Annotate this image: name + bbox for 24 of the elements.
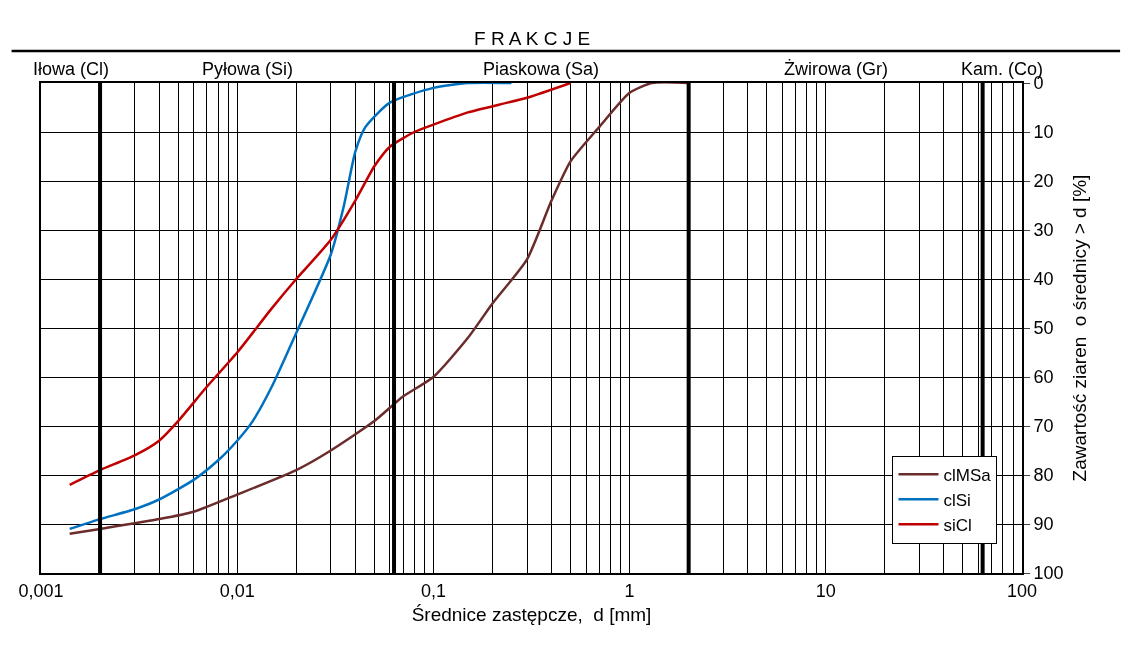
- y-tick-label: 30: [1033, 220, 1054, 241]
- y-tick-label: 40: [1033, 269, 1054, 290]
- y-tick-label: 10: [1033, 122, 1054, 143]
- text: Iłowa (Cl): [33, 59, 110, 79]
- text: Pyłowa (Si): [202, 59, 294, 79]
- legend-label: clSi: [943, 490, 971, 510]
- y-tick-label: 90: [1033, 514, 1054, 535]
- y-axis-title: Zawartość ziaren o średnicy > d [%]: [1068, 174, 1090, 482]
- x-tick-label: 10: [815, 580, 836, 601]
- y-tick-label: 80: [1033, 465, 1054, 486]
- x-tick-label: 0,001: [18, 580, 64, 601]
- legend-label: siCl: [943, 515, 972, 535]
- text: Żwirowa (Gr): [784, 59, 888, 79]
- y-tick-label: 20: [1033, 171, 1054, 192]
- y-tick-label: 70: [1033, 416, 1054, 437]
- x-tick-label: 1: [624, 580, 635, 601]
- chart-title: F R A K C J E: [474, 28, 591, 49]
- y-tick-label: 60: [1033, 367, 1054, 388]
- y-tick-label: 50: [1033, 318, 1054, 339]
- x-tick-label: 0,1: [420, 580, 446, 601]
- text: Piaskowa (Sa): [483, 59, 600, 79]
- x-axis-title: Średnice zastępcze, d [mm]: [411, 603, 652, 625]
- x-tick-label: 0,01: [219, 580, 255, 601]
- legend-label: clMSa: [943, 465, 992, 485]
